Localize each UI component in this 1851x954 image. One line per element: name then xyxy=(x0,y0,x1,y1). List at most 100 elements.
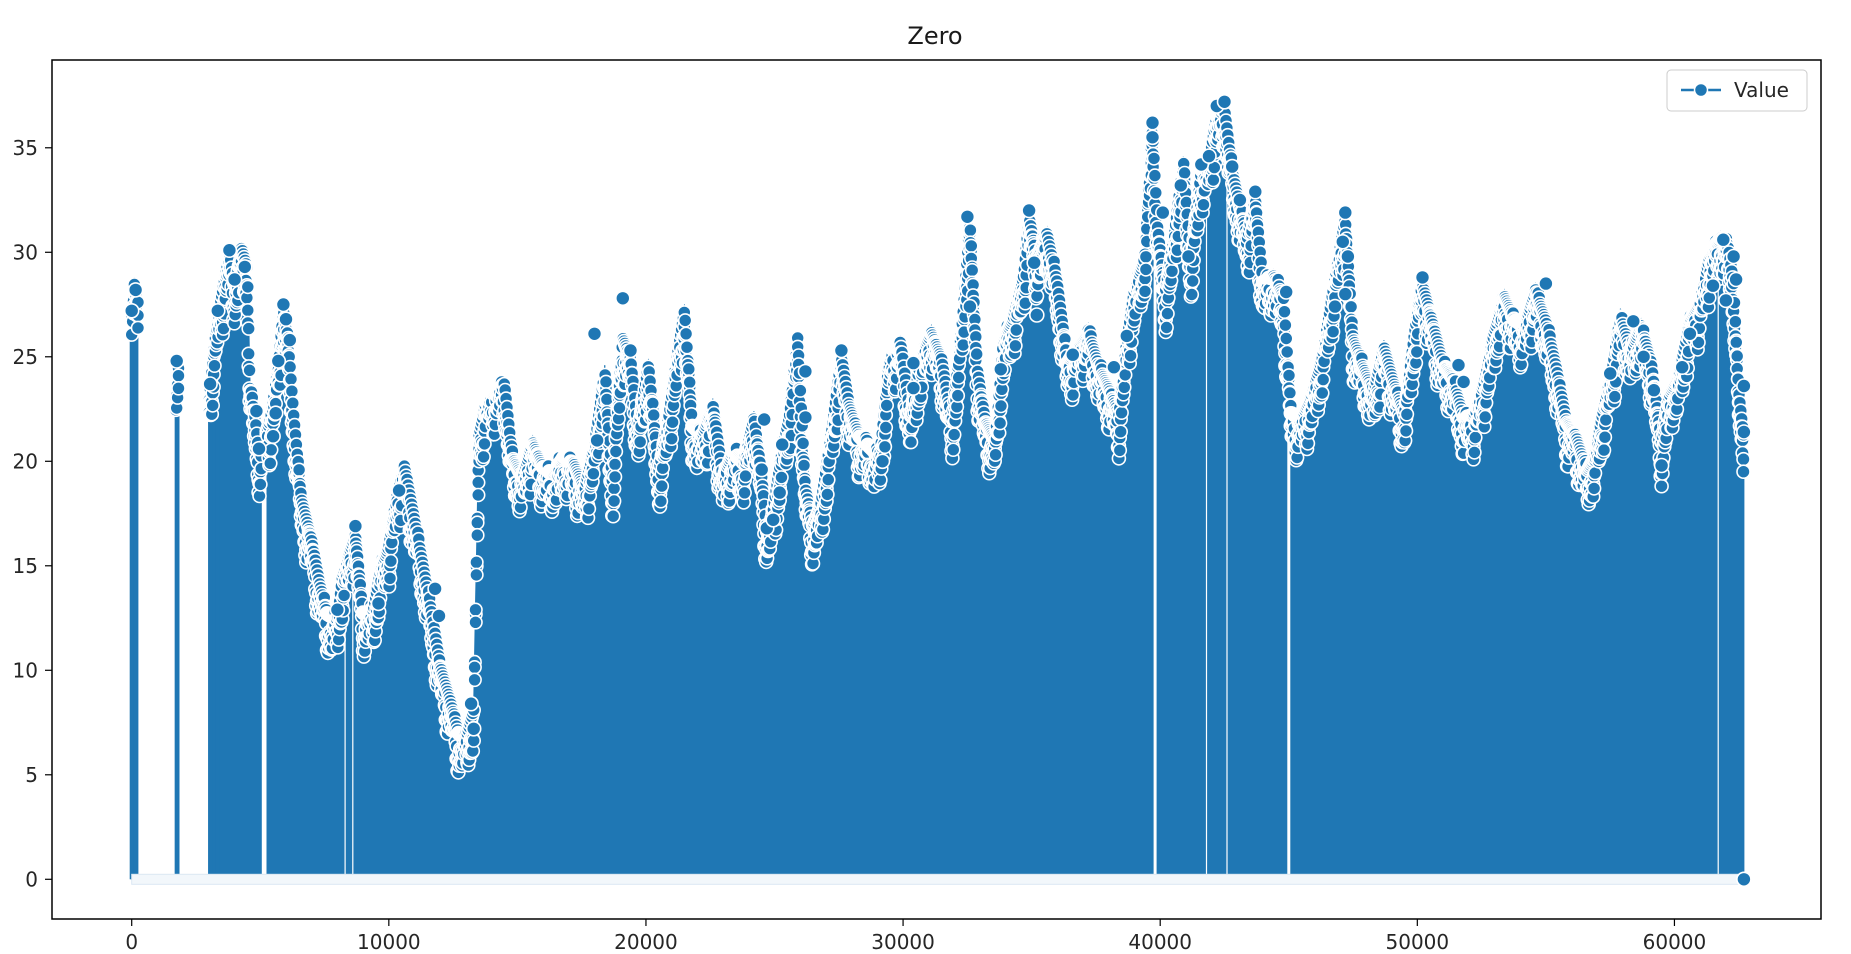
series-value-marker xyxy=(240,279,256,295)
series-value-marker xyxy=(1065,387,1081,403)
series-value-marker xyxy=(1343,299,1359,315)
series-value-marker xyxy=(1159,320,1174,335)
series-value-marker xyxy=(1164,263,1180,279)
series-value-marker xyxy=(1117,379,1132,395)
series-value-marker xyxy=(1008,322,1024,338)
series-value-marker xyxy=(171,380,186,396)
series-spike-2 xyxy=(208,381,213,880)
plot-area xyxy=(123,94,1752,888)
series-value-marker xyxy=(291,462,307,478)
series-zero-band xyxy=(131,873,1745,885)
series-value-marker xyxy=(383,553,399,569)
series-value-marker xyxy=(1279,331,1294,346)
series-value-marker xyxy=(993,398,1009,414)
series-value-marker xyxy=(285,395,301,411)
series-value-marker xyxy=(1184,287,1200,302)
series-value-marker xyxy=(205,398,220,413)
series-value-marker xyxy=(1477,409,1493,425)
series-value-marker xyxy=(945,442,961,458)
series-value-marker xyxy=(476,449,491,465)
series-value-markers xyxy=(124,100,1751,780)
series-value-marker xyxy=(1137,283,1153,299)
series-value-marker xyxy=(681,361,697,377)
series-value-marker xyxy=(774,470,789,485)
series-value-marker xyxy=(653,493,669,509)
series-value-marker xyxy=(963,238,979,254)
chart-title: Zero xyxy=(907,22,962,50)
series-spike-3 xyxy=(215,310,220,880)
series-value-marker xyxy=(796,458,812,473)
series-value-marker xyxy=(1315,385,1330,401)
series-value-marker xyxy=(382,570,398,586)
series-value-marker xyxy=(607,469,623,485)
series-value-marker xyxy=(598,374,614,390)
series-value-marker xyxy=(793,383,808,398)
series-value-marker xyxy=(469,527,485,543)
series-value-marker xyxy=(171,368,186,384)
series-value-marker xyxy=(795,435,811,451)
series-value-marker xyxy=(241,321,256,336)
series-value-marker xyxy=(581,501,597,517)
series-spike-1 xyxy=(174,361,179,880)
series-value-marker xyxy=(1281,368,1297,383)
series-value-marker xyxy=(820,472,836,487)
series-value-marker xyxy=(1148,185,1164,201)
series-value-marker xyxy=(606,493,622,509)
series-value-marker xyxy=(470,475,486,490)
series-value-marker xyxy=(262,455,278,471)
series-value-marker xyxy=(1468,430,1483,445)
series-value-marker xyxy=(1112,442,1128,458)
series-value-marker xyxy=(1279,344,1295,360)
series-value-marker xyxy=(253,477,268,492)
series-value-marker xyxy=(988,447,1003,463)
series-value-marker xyxy=(1113,424,1128,440)
series-value-marker xyxy=(468,614,483,630)
series-value-marker xyxy=(240,302,256,318)
series-value-marker xyxy=(950,388,966,403)
series-value-marker xyxy=(1206,172,1221,188)
series-value-marker xyxy=(955,337,971,353)
series-value-marker xyxy=(336,588,352,603)
series-value-marker xyxy=(1185,273,1200,289)
series-value-marker xyxy=(242,362,257,378)
series-value-marker xyxy=(877,439,893,455)
series-value-marker xyxy=(969,346,985,362)
series-value-marker xyxy=(678,326,694,342)
series-value-marker xyxy=(992,415,1008,431)
series-value-marker xyxy=(1597,429,1613,445)
series-value-marker xyxy=(946,427,962,442)
series-value-marker xyxy=(632,434,648,450)
series-value-marker xyxy=(586,466,601,482)
series-value-marker xyxy=(1654,478,1669,494)
series-value-marker xyxy=(1277,304,1292,320)
series-value-marker xyxy=(1160,306,1175,321)
series-value-marker xyxy=(1598,412,1614,428)
series-value-marker xyxy=(207,358,222,374)
series-value-marker xyxy=(1177,165,1192,181)
series-value-marker xyxy=(469,567,484,583)
series-value-marker xyxy=(1196,197,1211,212)
series-value-marker xyxy=(607,457,623,472)
series-value-marker xyxy=(951,370,967,385)
series-value-marker xyxy=(903,434,919,450)
series-value-marker xyxy=(654,478,670,494)
series-value-marker xyxy=(1282,385,1298,401)
series-value-marker xyxy=(664,431,680,447)
series-value-marker xyxy=(468,602,483,618)
series-spike-0 xyxy=(129,310,134,880)
series-value-marker xyxy=(470,487,486,503)
series-value-marker xyxy=(1138,262,1154,277)
series-value-marker xyxy=(477,436,492,452)
series-value-marker xyxy=(879,398,895,413)
series-value-marker xyxy=(677,313,693,328)
series-value-marker xyxy=(1008,338,1023,354)
series-value-marker xyxy=(469,554,484,570)
series-value-marker xyxy=(682,374,698,390)
series-value-marker xyxy=(1114,405,1129,421)
series-value-marker xyxy=(612,400,627,416)
series-value-marker xyxy=(1146,151,1162,166)
series-value-marker xyxy=(964,262,980,278)
series-value-marker xyxy=(1607,389,1623,404)
